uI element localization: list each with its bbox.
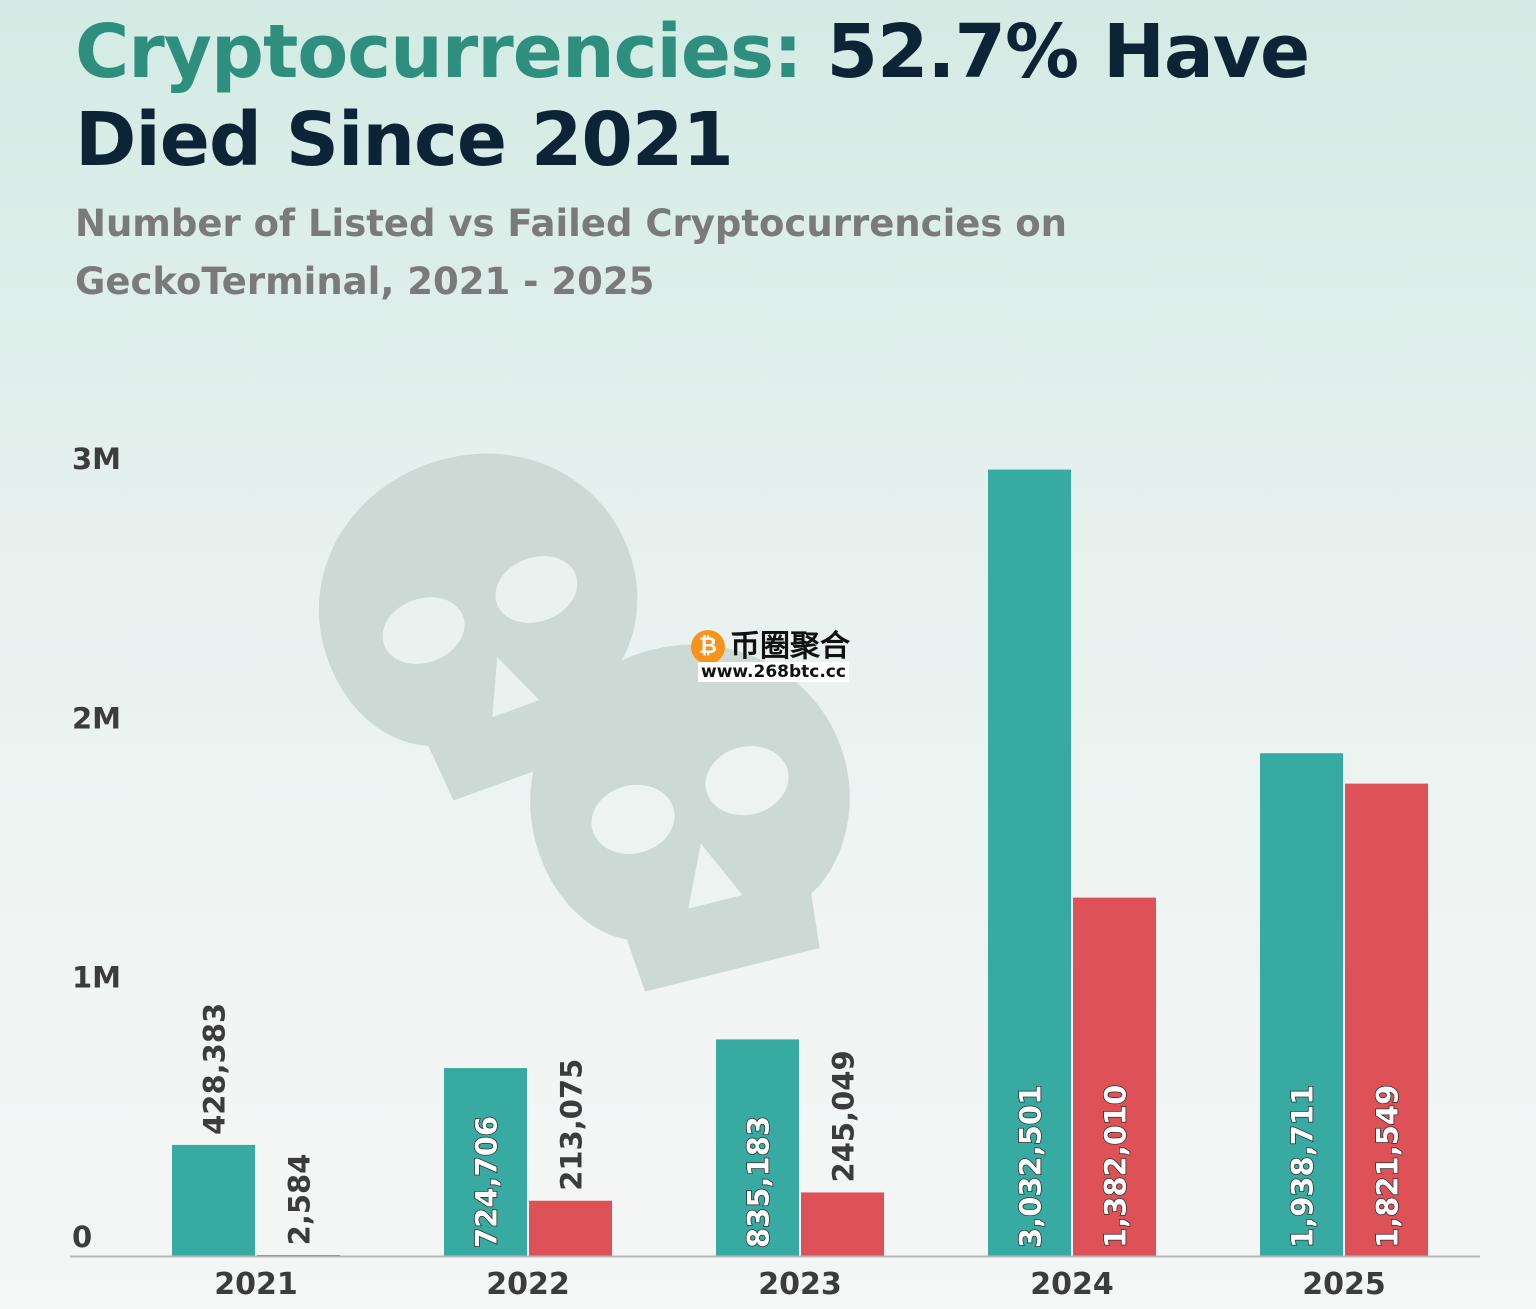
data-label: 213,075 [555, 1059, 589, 1191]
bar-listed [444, 1068, 527, 1256]
x-tick-label: 2021 [214, 1267, 298, 1302]
data-label: 3,032,501 [1014, 1085, 1048, 1248]
x-tick-label: 2025 [1302, 1267, 1386, 1302]
x-axis: 2021 2022 2023 2024 2025 [70, 1255, 1480, 1302]
x-tick-label: 2023 [758, 1267, 842, 1302]
data-label: 2,584 [283, 1154, 317, 1246]
data-label: 245,049 [827, 1050, 861, 1182]
bar-listed [172, 1144, 255, 1256]
bar-listed [716, 1039, 799, 1256]
title-highlight: Cryptocurrencies: [75, 9, 803, 95]
data-label: 1,938,711 [1286, 1085, 1320, 1248]
x-tick-label: 2024 [1030, 1267, 1114, 1302]
y-tick-label: 3M [72, 442, 121, 476]
chart-title: Cryptocurrencies: 52.7% Have Died Since … [75, 8, 1495, 184]
bar-failed [529, 1200, 612, 1256]
chart-subtitle: Number of Listed vs Failed Cryptocurrenc… [75, 202, 1068, 303]
data-label: 835,183 [742, 1116, 776, 1248]
skull-icon-front [530, 644, 850, 992]
x-tick-label: 2022 [486, 1267, 570, 1302]
bars: 428,383 2,584 724,706 213,075 835,183 245,049… [172, 469, 1428, 1256]
bar-listed [1260, 753, 1343, 1256]
watermark-url: www.268btc.cc [698, 662, 849, 682]
bar-failed [1345, 783, 1428, 1256]
y-axis: 0 1M 2M 3M [72, 442, 121, 1254]
watermark-name: 币圈聚合 [730, 629, 850, 664]
watermark-logo: ₿ 币圈聚合 www.268btc.cc [688, 628, 858, 684]
skull-icon-back [319, 453, 638, 801]
bitcoin-icon: ₿ [691, 630, 725, 664]
y-tick-label: 1M [72, 961, 121, 995]
data-label: 428,383 [198, 1003, 232, 1135]
y-tick-label: 2M [72, 701, 121, 735]
data-label: 1,382,010 [1099, 1085, 1133, 1248]
data-label: 1,821,549 [1371, 1085, 1405, 1248]
bar-failed [1073, 897, 1156, 1256]
bar-listed [988, 469, 1071, 1256]
y-tick-label: 0 [72, 1220, 92, 1254]
bar-failed [801, 1192, 884, 1256]
data-label: 724,706 [470, 1116, 504, 1248]
skull-icons [319, 453, 850, 992]
title-rest: 52.7% Have Died Since 2021 [75, 9, 1310, 183]
